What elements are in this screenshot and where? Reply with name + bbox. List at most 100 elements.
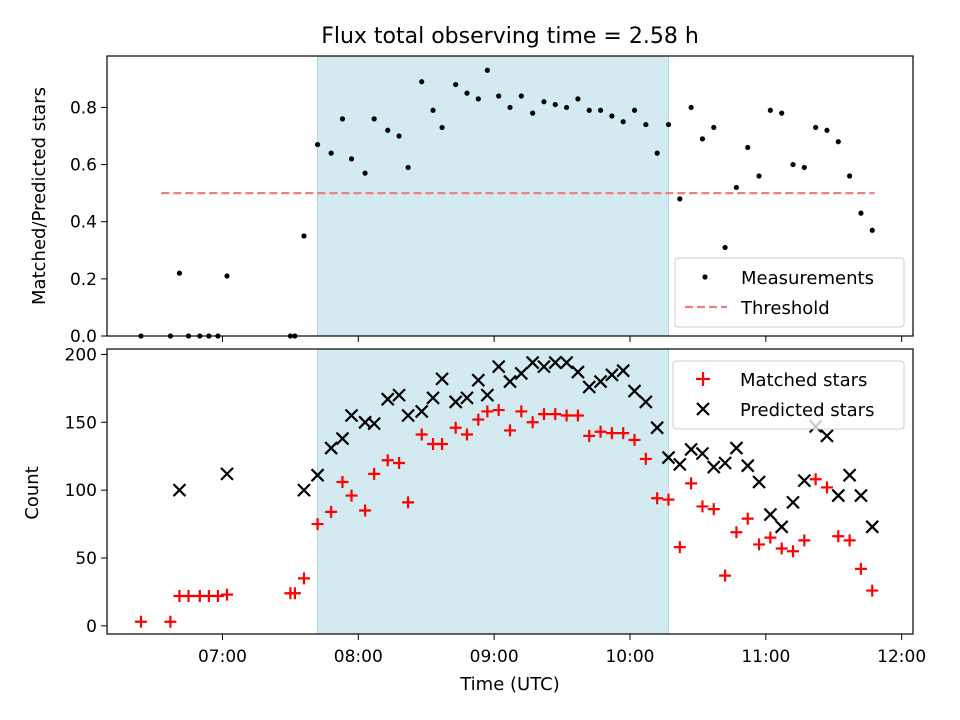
- ratio-y-tick-label: 0.4: [70, 213, 97, 233]
- predicted-star-point: [297, 483, 311, 497]
- x-tick-label: 11:00: [741, 647, 790, 667]
- predicted-star-point: [324, 441, 338, 455]
- measurement-point: [564, 104, 570, 111]
- legend-predicted-marker: [696, 402, 710, 416]
- legend-measurements-marker: [702, 274, 708, 280]
- predicted-star-point: [695, 446, 710, 461]
- matched-star-point: [583, 429, 596, 442]
- matched-star-point: [651, 492, 664, 505]
- predicted-star-point: [786, 495, 800, 510]
- measurement-point: [405, 164, 411, 171]
- measurement-point: [464, 90, 470, 96]
- measurement-point: [385, 127, 391, 133]
- x-tick-label: 07:00: [198, 647, 247, 667]
- predicted-star-point: [684, 442, 698, 457]
- matched-star-point: [832, 530, 845, 543]
- ratio-panel: 0.00.20.40.60.8 Matched/Predicted stars …: [29, 55, 914, 347]
- matched-star-point: [345, 489, 358, 502]
- measurement-point: [722, 244, 728, 251]
- predicted-star-point: [367, 416, 381, 431]
- measurement-point: [362, 170, 368, 176]
- measurement-point: [654, 150, 660, 156]
- measurement-point: [699, 136, 706, 142]
- measurement-point: [507, 104, 513, 111]
- matched-star-point: [775, 542, 788, 555]
- legend-matched-label: Matched stars: [740, 370, 867, 391]
- x-tick-label: 10:00: [605, 647, 654, 667]
- matched-star-point: [504, 424, 516, 437]
- predicted-star-point: [401, 408, 415, 423]
- matched-star-point: [719, 569, 732, 582]
- matched-star-point: [402, 496, 415, 509]
- legend-matched-marker: [696, 372, 710, 386]
- matched-star-point: [662, 493, 675, 506]
- measurement-point: [575, 96, 581, 102]
- matched-star-point: [594, 425, 607, 438]
- matched-star-point: [449, 421, 462, 434]
- count-y-axis-label: Count: [22, 466, 43, 519]
- predicted-star-point: [548, 355, 563, 370]
- predicted-star-point: [471, 373, 486, 387]
- matched-star-point: [549, 408, 562, 421]
- measurement-point: [484, 67, 490, 73]
- predicted-star-point: [172, 483, 187, 497]
- predicted-star-point: [335, 431, 350, 446]
- predicted-star-point: [503, 374, 517, 389]
- measurement-point: [224, 273, 230, 279]
- matched-star-point: [843, 534, 856, 547]
- matched-star-point: [436, 438, 449, 450]
- measurement-point: [824, 127, 830, 133]
- predicted-star-point: [480, 388, 495, 402]
- measurement-point: [518, 93, 524, 99]
- matched-star-point: [515, 405, 528, 418]
- ratio-legend-box: [674, 257, 905, 328]
- measurement-point: [733, 184, 740, 191]
- measurement-point: [643, 121, 649, 128]
- measurement-point: [348, 156, 355, 162]
- x-tick-label: 12:00: [877, 647, 926, 667]
- predicted-star-point: [650, 420, 664, 435]
- predicted-star-point: [865, 520, 880, 534]
- matched-star-point: [526, 416, 539, 429]
- measurement-point: [847, 173, 853, 179]
- x-tick-label: 09:00: [470, 647, 519, 667]
- measurement-point: [439, 124, 445, 131]
- ratio-y-axis-label: Matched/Predicted stars: [29, 87, 50, 305]
- matched-star-point: [359, 504, 372, 517]
- matched-star-point: [707, 503, 720, 516]
- matched-star-point: [311, 518, 324, 531]
- predicted-star-point: [435, 372, 449, 386]
- matched-star-point: [368, 467, 381, 480]
- predicted-star-point: [797, 473, 812, 488]
- measurement-point: [339, 116, 346, 122]
- matched-star-point: [639, 452, 652, 465]
- measurement-point: [586, 107, 592, 113]
- measurement-point: [858, 210, 864, 216]
- matched-star-point: [472, 413, 485, 426]
- measurement-point: [552, 101, 558, 108]
- measurement-point: [745, 144, 751, 151]
- count-y-tick-label: 50: [75, 549, 97, 569]
- matched-star-point: [164, 615, 177, 628]
- matched-star-point: [605, 427, 618, 440]
- ratio-observing-window: [317, 56, 669, 336]
- matched-star-point: [393, 457, 406, 469]
- matched-star-point: [297, 572, 310, 585]
- measurement-point: [801, 164, 807, 171]
- matched-star-point: [696, 500, 709, 513]
- predicted-star-point: [220, 467, 234, 481]
- ratio-y-tick-label: 0.6: [70, 156, 97, 176]
- matched-star-point: [560, 409, 573, 422]
- measurement-point: [756, 173, 762, 179]
- predicted-star-point: [627, 384, 642, 398]
- matched-star-point: [211, 590, 224, 602]
- x-axis-label: Time (UTC): [459, 674, 560, 695]
- count-legend: Matched stars Predicted stars: [672, 360, 905, 430]
- matched-star-point: [492, 404, 505, 417]
- count-plot-frame: [106, 348, 914, 635]
- measurement-point: [835, 139, 841, 145]
- matched-star-point: [617, 427, 630, 440]
- count-y-tick-label: 0: [86, 617, 97, 637]
- predicted-star-point: [729, 441, 744, 455]
